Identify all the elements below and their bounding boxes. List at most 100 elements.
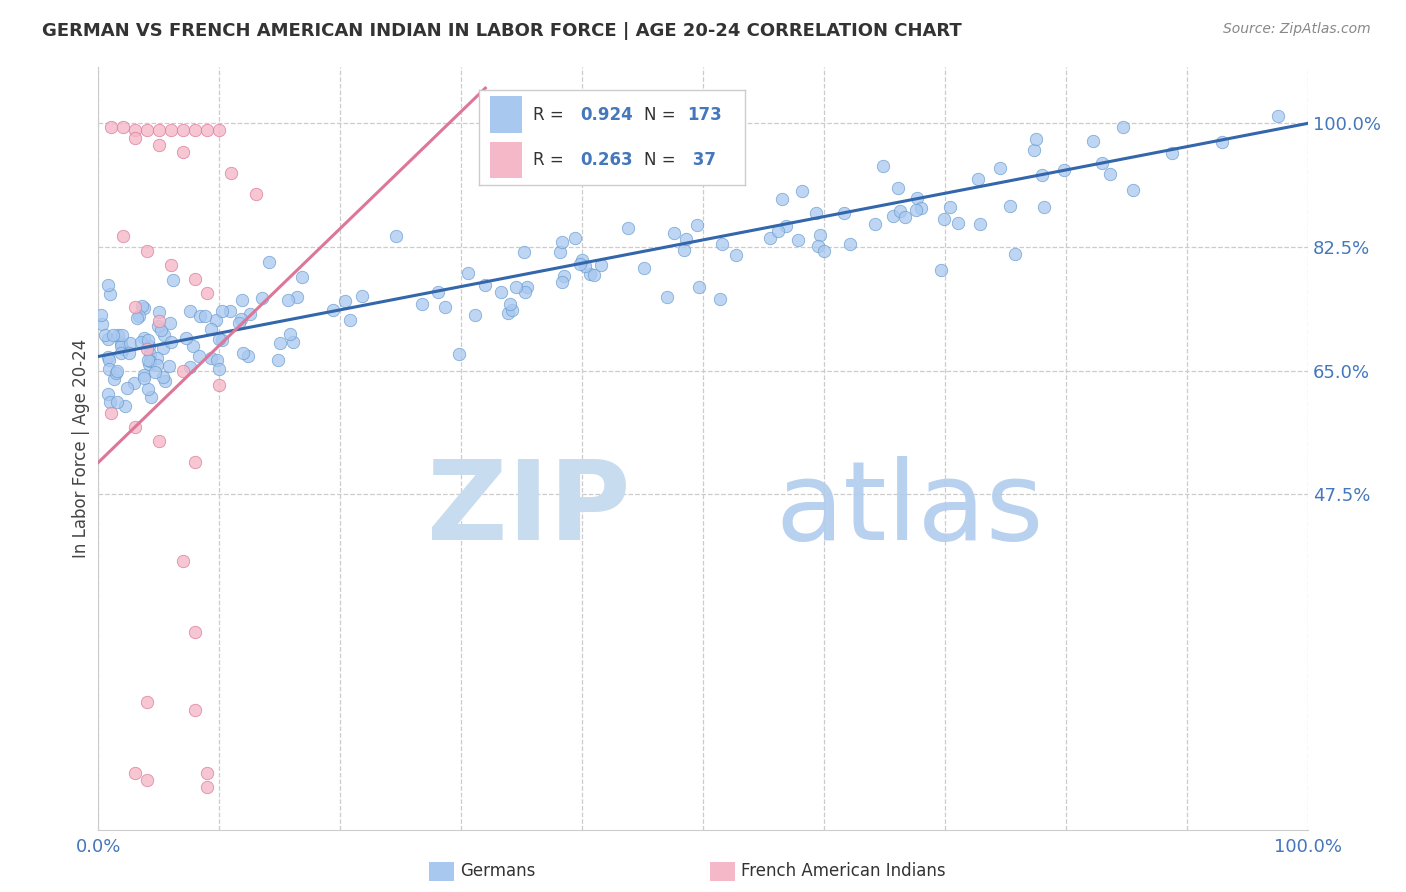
Point (97, 278, 120, 293)
Point (813, 244, 835, 259)
Point (105, 395, 128, 409)
Point (111, 229, 134, 244)
Point (132, 368, 155, 382)
Point (775, 219, 797, 234)
Point (333, 294, 356, 309)
Point (200, 351, 222, 365)
Point (94, 328, 117, 343)
Point (174, 331, 197, 345)
Point (232, 346, 254, 360)
Point (200, 322, 222, 336)
Point (688, 279, 710, 293)
Point (97, 350, 120, 364)
Point (385, 228, 408, 243)
Y-axis label: In Labor Force | Age 20-24: In Labor Force | Age 20-24 (72, 339, 90, 558)
Point (550, 276, 572, 290)
Point (411, 297, 433, 311)
Point (111, 342, 134, 356)
Point (792, 184, 814, 198)
Point (1024, 144, 1046, 158)
Point (250, 291, 273, 305)
Point (135, 123, 157, 137)
Point (686, 218, 709, 232)
Point (1112, 120, 1135, 135)
Point (882, 209, 904, 223)
Point (564, 231, 586, 245)
Point (1122, 183, 1144, 197)
Point (228, 316, 250, 330)
Point (184, 702, 207, 716)
Point (501, 303, 523, 318)
Point (551, 235, 574, 249)
Point (894, 210, 917, 224)
Point (887, 181, 910, 195)
Point (146, 359, 169, 373)
Point (1032, 200, 1054, 214)
Point (267, 353, 290, 368)
Point (457, 266, 479, 280)
Point (582, 268, 605, 283)
Point (111, 327, 134, 342)
Point (946, 216, 969, 230)
Point (447, 347, 470, 361)
Point (135, 773, 157, 788)
Point (115, 381, 138, 395)
Point (889, 204, 911, 219)
Point (148, 123, 170, 137)
Point (770, 192, 793, 206)
Point (136, 333, 159, 347)
Point (103, 371, 125, 385)
Point (550, 244, 572, 259)
Point (136, 382, 159, 396)
Point (1099, 167, 1122, 181)
Point (97, 387, 120, 401)
Point (967, 171, 990, 186)
Point (283, 334, 305, 349)
Point (90, 317, 112, 331)
Point (152, 370, 174, 384)
Point (231, 311, 253, 326)
Point (139, 347, 162, 361)
Point (155, 374, 177, 388)
Point (568, 257, 591, 271)
Point (134, 331, 156, 345)
Point (1211, 135, 1233, 149)
Point (1004, 247, 1026, 261)
Point (107, 364, 129, 378)
Point (90, 308, 112, 322)
Point (574, 259, 596, 273)
Point (98, 287, 121, 301)
Point (122, 376, 145, 391)
Point (105, 366, 128, 380)
Point (872, 159, 894, 173)
Point (124, 123, 146, 137)
Point (969, 217, 991, 231)
Point (208, 123, 231, 137)
Point (107, 328, 129, 343)
Point (1025, 132, 1047, 146)
Point (152, 341, 174, 355)
Point (195, 780, 218, 794)
Point (160, 335, 183, 350)
Point (124, 766, 146, 780)
Point (194, 310, 217, 324)
Point (195, 766, 218, 780)
Point (904, 203, 927, 218)
Point (278, 326, 301, 341)
Point (579, 267, 602, 281)
Point (172, 123, 194, 137)
Point (135, 696, 157, 710)
Point (208, 332, 231, 346)
Point (1091, 156, 1114, 170)
Point (434, 301, 457, 315)
Point (633, 260, 655, 275)
Point (786, 233, 808, 247)
Point (181, 339, 204, 353)
Point (139, 390, 162, 404)
Point (865, 217, 887, 231)
Point (1031, 169, 1053, 183)
Point (110, 339, 132, 353)
Point (124, 420, 146, 434)
Text: Germans: Germans (460, 863, 536, 880)
Point (808, 228, 831, 243)
